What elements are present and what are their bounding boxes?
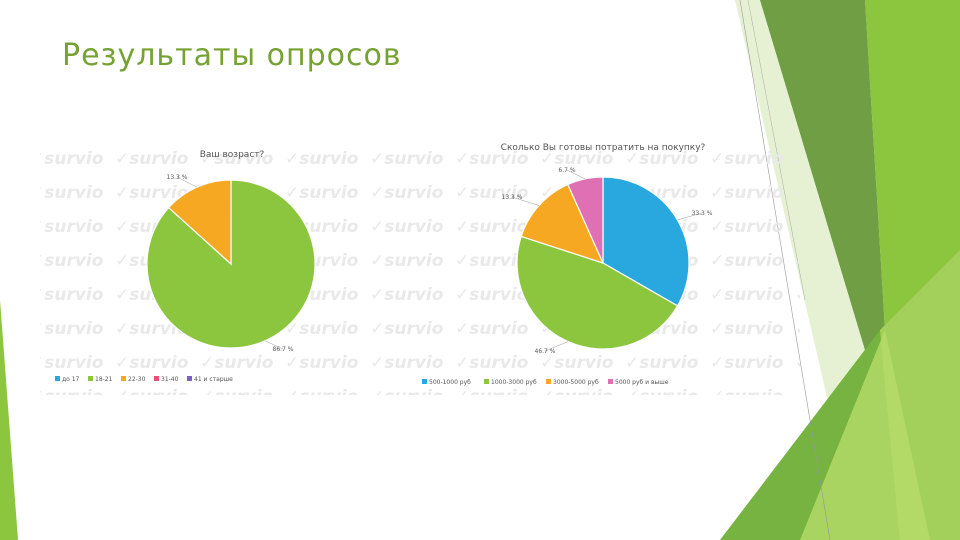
pie-chart-2: Сколько Вы готовы потратить на покупку? 3… (422, 143, 713, 386)
legend-entry: до 17 (62, 376, 80, 383)
data-label: 6.7 % (558, 167, 575, 174)
legend-swatch (546, 379, 551, 384)
deco-shape-bright (800, 330, 930, 540)
legend-entry: 1000-3000 руб (491, 379, 537, 386)
legend-swatch (187, 376, 192, 381)
legend-entry: 22-30 (128, 376, 146, 383)
pie-slice (520, 183, 605, 264)
leader-line (566, 169, 586, 180)
slide-title: Результаты опросов (62, 38, 402, 73)
data-label: 13.3 % (167, 174, 188, 181)
data-label: 33.3 % (692, 210, 713, 217)
legend-swatch (484, 379, 489, 384)
legend-swatch (121, 376, 126, 381)
pie-slice (602, 176, 690, 307)
leader-line (544, 341, 569, 352)
data-label: 86.7 % (273, 346, 294, 353)
legend-entry: 3000-5000 руб (553, 379, 599, 386)
chart-title: Ваш возраст? (200, 150, 265, 160)
deco-left-edge (0, 300, 18, 540)
data-label: 46.7 % (535, 348, 556, 355)
legend-swatch (88, 376, 93, 381)
leader-line (677, 212, 703, 221)
legend-entry: 18-21 (95, 376, 113, 383)
legend-swatch (608, 379, 613, 384)
pie-slice (167, 179, 232, 266)
legend-swatch (154, 376, 159, 381)
data-label: 13.3 % (502, 194, 523, 201)
leader-line (176, 176, 198, 188)
chart-title: Сколько Вы готовы потратить на покупку? (501, 143, 706, 153)
pie-chart-1: Ваш возраст? 86.7 % 13.3 % до 17 18-21 22-30 3… (55, 150, 316, 383)
deco-shape-mid (760, 0, 885, 400)
leader-line (511, 196, 540, 206)
pie-slice (146, 179, 316, 349)
legend-swatch (422, 379, 427, 384)
leader-line (264, 340, 284, 350)
deco-line-2 (747, 0, 806, 301)
legend-entry: 41 и старше (194, 376, 233, 383)
legend-entry: 500-1000 руб (429, 379, 471, 386)
deco-line-1 (739, 0, 831, 540)
pie-slice (567, 176, 604, 264)
legend-entry: 31-40 (161, 376, 179, 383)
legend-swatch (55, 376, 60, 381)
legend-entry: 5000 руб и выше (615, 379, 669, 386)
pie-slice (516, 235, 679, 350)
